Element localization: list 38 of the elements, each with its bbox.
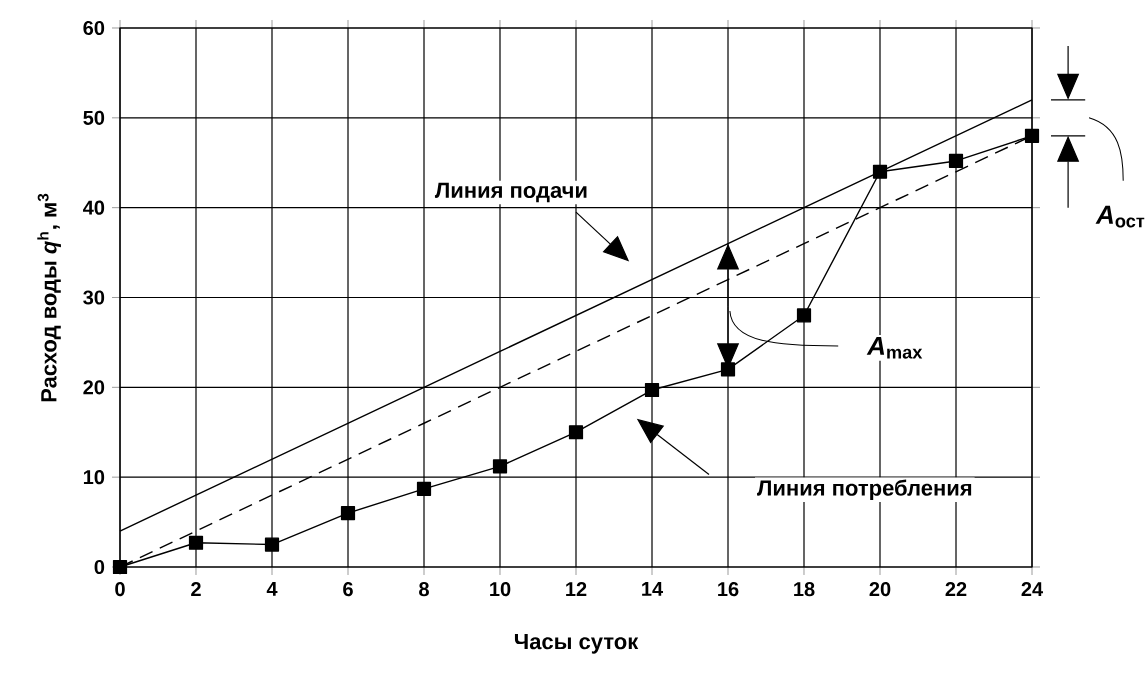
point [112, 559, 128, 575]
point [568, 425, 584, 440]
x-tick-label: 8 [419, 582, 429, 597]
annotation: Линия потребления [757, 479, 972, 501]
x-tick-label: 22 [945, 582, 967, 597]
point [416, 481, 432, 496]
point [872, 164, 888, 179]
annotation: Линия подачи [434, 182, 587, 203]
y-tick-label: 20 [83, 380, 105, 395]
y-axis-title: Расход воды q$^{h}$, м$^{3}$ [37, 193, 61, 402]
x-tick-label: 24 [1021, 582, 1044, 597]
point [644, 382, 660, 398]
y-tick-label: 40 [83, 200, 105, 215]
y-tick-label: 60 [83, 20, 105, 36]
x-tick-label: 6 [343, 582, 353, 597]
x-tick-label: 18 [794, 582, 815, 597]
text: A$_{ост}$ [1095, 205, 1145, 228]
point [492, 459, 508, 474]
x-tick-label: 2 [191, 582, 201, 597]
x-tick-label: 20 [869, 582, 891, 597]
point [340, 505, 356, 521]
x-tick-label: 0 [115, 582, 125, 597]
y-tick-label: 30 [83, 290, 105, 305]
point [264, 537, 280, 552]
x-axis-title: Часы суток [514, 633, 639, 654]
x-tick-label: 16 [718, 582, 739, 597]
x-tick-label: 4 [266, 582, 278, 596]
x-tick-label: 14 [642, 582, 664, 596]
x-tick-label: 10 [490, 582, 511, 597]
point [1024, 128, 1040, 143]
y-tick-label: 10 [83, 470, 105, 485]
point [796, 308, 812, 323]
x-tick-label: 12 [566, 582, 587, 597]
y-tick-label: 50 [83, 110, 105, 125]
annotation: A$_{max}$ [866, 336, 923, 359]
point [188, 535, 204, 550]
point [948, 153, 964, 169]
y-tick-label: 0 [94, 559, 105, 575]
